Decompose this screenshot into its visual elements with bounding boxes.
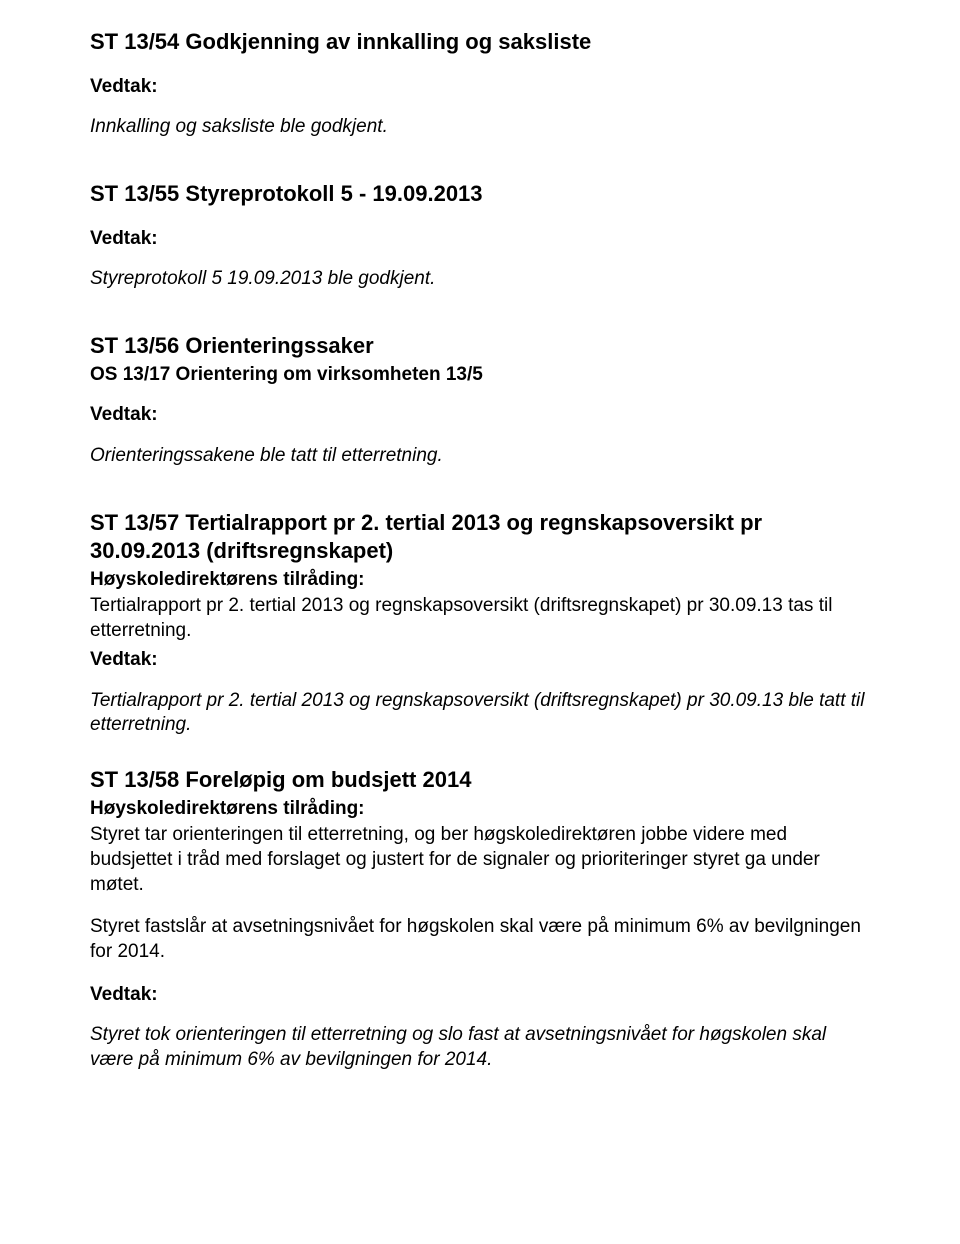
section-2-heading: ST 13/55 Styreprotokoll 5 - 19.09.2013 (90, 180, 870, 209)
section-5-heading: ST 13/58 Foreløpig om budsjett 2014 (90, 766, 870, 795)
section-5-tilrading-label: Høyskoledirektørens tilråding: (90, 797, 870, 822)
section-4-vedtak-label: Vedtak: (90, 648, 870, 673)
section-3-subheading: OS 13/17 Orientering om virksomheten 13/… (90, 363, 870, 388)
section-1-body: Innkalling og saksliste ble godkjent. (90, 115, 870, 140)
section-5-vedtak-label: Vedtak: (90, 983, 870, 1008)
section-5-tilrading-body-2: Styret fastslår at avsetningsnivået for … (90, 915, 870, 964)
section-4-tilrading-body: Tertialrapport pr 2. tertial 2013 og reg… (90, 594, 870, 643)
section-1-vedtak-label: Vedtak: (90, 75, 870, 100)
section-1-heading: ST 13/54 Godkjenning av innkalling og sa… (90, 28, 870, 57)
section-5-body: Styret tok orienteringen til etterretnin… (90, 1023, 870, 1072)
section-3-body: Orienteringssakene ble tatt til etterret… (90, 444, 870, 469)
section-2-body: Styreprotokoll 5 19.09.2013 ble godkjent… (90, 267, 870, 292)
section-4-body: Tertialrapport pr 2. tertial 2013 og reg… (90, 689, 870, 738)
section-3-vedtak-label: Vedtak: (90, 403, 870, 428)
section-4-heading: ST 13/57 Tertialrapport pr 2. tertial 20… (90, 509, 870, 566)
section-5-tilrading-body-1: Styret tar orienteringen til etterretnin… (90, 823, 870, 897)
section-2-vedtak-label: Vedtak: (90, 227, 870, 252)
section-4-tilrading-label: Høyskoledirektørens tilråding: (90, 568, 870, 593)
section-3-heading: ST 13/56 Orienteringssaker (90, 332, 870, 361)
